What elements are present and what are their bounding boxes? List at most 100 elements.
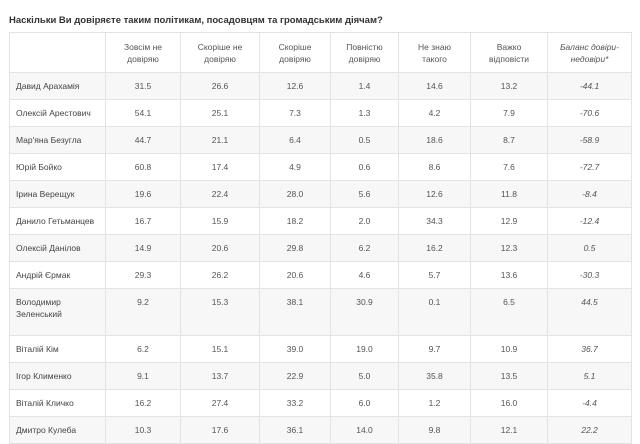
table-row: Володимир Зеленський 9.2 15.3 38.1 30.9 0.1 6.…	[9, 288, 632, 336]
value-cell: 19.0	[330, 335, 399, 363]
header-row: Зовсім не довіряю Скоріше не довіряю Скорі…	[9, 32, 632, 73]
value-cell: 28.0	[259, 180, 331, 208]
table-row: Андрій Єрмак 29.3 26.2 20.6 4.6 5.7 13.6 -30.3	[9, 261, 632, 289]
value-cell: 6.5	[470, 288, 548, 336]
table-row: Олексій Арестович 54.1 25.1 7.3 1.3 4.2 7.9 -70…	[9, 99, 632, 127]
value-cell: 26.2	[180, 261, 260, 289]
value-cell: 11.8	[470, 180, 548, 208]
person-name: Віталій Кличко	[9, 389, 106, 417]
table-row: Ірина Верещук 19.6 22.4 28.0 5.6 12.6 11.8 -8.4	[9, 180, 632, 208]
person-name: Дмитро Кулеба	[9, 416, 106, 444]
value-cell: 12.3	[470, 234, 548, 262]
value-cell: 39.0	[259, 335, 331, 363]
value-cell: 17.6	[180, 416, 260, 444]
value-cell: 16.2	[398, 234, 471, 262]
person-name: Ігор Клименко	[9, 362, 106, 390]
value-cell: 26.6	[180, 72, 260, 100]
value-cell: 29.3	[105, 261, 181, 289]
value-cell: 15.1	[180, 335, 260, 363]
value-cell: 20.6	[180, 234, 260, 262]
column-header: Баланс довіри-недовіри*	[547, 32, 632, 73]
balance-cell: 5.1	[547, 362, 632, 390]
value-cell: 0.6	[330, 153, 399, 181]
value-cell: 16.2	[105, 389, 181, 417]
value-cell: 35.8	[398, 362, 471, 390]
value-cell: 7.6	[470, 153, 548, 181]
table-row: Віталій Кім 6.2 15.1 39.0 19.0 9.7 10.9 36.7	[9, 335, 632, 363]
value-cell: 8.7	[470, 126, 548, 154]
value-cell: 0.5	[330, 126, 399, 154]
value-cell: 4.2	[398, 99, 471, 127]
person-name: Данило Гетьманцев	[9, 207, 106, 235]
value-cell: 17.4	[180, 153, 260, 181]
value-cell: 34.3	[398, 207, 471, 235]
value-cell: 15.3	[180, 288, 260, 336]
value-cell: 14.6	[398, 72, 471, 100]
value-cell: 30.9	[330, 288, 399, 336]
balance-cell: -70.6	[547, 99, 632, 127]
table-title: Наскільки Ви довіряєте таким політикам, …	[9, 15, 383, 26]
value-cell: 27.4	[180, 389, 260, 417]
value-cell: 54.1	[105, 99, 181, 127]
person-name: Ірина Верещук	[9, 180, 106, 208]
column-header: Зовсім не довіряю	[105, 32, 181, 73]
value-cell: 5.6	[330, 180, 399, 208]
column-header: Повністю довіряю	[330, 32, 399, 73]
value-cell: 5.0	[330, 362, 399, 390]
balance-cell: -58.9	[547, 126, 632, 154]
value-cell: 0.1	[398, 288, 471, 336]
value-cell: 10.3	[105, 416, 181, 444]
balance-cell: -8.4	[547, 180, 632, 208]
balance-cell: -72.7	[547, 153, 632, 181]
table-row: Олексій Данілов 14.9 20.6 29.8 6.2 16.2 12.3 0.…	[9, 234, 632, 262]
value-cell: 44.7	[105, 126, 181, 154]
table-row: Юрій Бойко 60.8 17.4 4.9 0.6 8.6 7.6 -72.7	[9, 153, 632, 181]
column-header: Не знаю такого	[398, 32, 471, 73]
table-row: Ігор Клименко 9.1 13.7 22.9 5.0 35.8 13.5 5.1	[9, 362, 632, 390]
person-name: Давид Арахамія	[9, 72, 106, 100]
column-header: Важко відповісти	[470, 32, 548, 73]
value-cell: 14.0	[330, 416, 399, 444]
value-cell: 60.8	[105, 153, 181, 181]
person-name: Юрій Бойко	[9, 153, 106, 181]
value-cell: 25.1	[180, 99, 260, 127]
value-cell: 8.6	[398, 153, 471, 181]
value-cell: 20.6	[259, 261, 331, 289]
balance-cell: -30.3	[547, 261, 632, 289]
value-cell: 31.5	[105, 72, 181, 100]
person-name: Віталій Кім	[9, 335, 106, 363]
column-header: Скоріше довіряю	[259, 32, 331, 73]
value-cell: 7.3	[259, 99, 331, 127]
value-cell: 1.4	[330, 72, 399, 100]
table-row: Данило Гетьманцев 16.7 15.9 18.2 2.0 34.3 12.9…	[9, 207, 632, 235]
person-name: Володимир Зеленський	[9, 288, 106, 336]
value-cell: 18.6	[398, 126, 471, 154]
value-cell: 4.6	[330, 261, 399, 289]
value-cell: 12.9	[470, 207, 548, 235]
person-name: Олексій Арестович	[9, 99, 106, 127]
value-cell: 6.2	[330, 234, 399, 262]
value-cell: 2.0	[330, 207, 399, 235]
value-cell: 1.3	[330, 99, 399, 127]
value-cell: 16.7	[105, 207, 181, 235]
column-header: Скоріше не довіряю	[180, 32, 260, 73]
value-cell: 4.9	[259, 153, 331, 181]
balance-cell: 0.5	[547, 234, 632, 262]
value-cell: 19.6	[105, 180, 181, 208]
value-cell: 13.6	[470, 261, 548, 289]
value-cell: 9.8	[398, 416, 471, 444]
value-cell: 14.9	[105, 234, 181, 262]
value-cell: 13.7	[180, 362, 260, 390]
value-cell: 12.6	[398, 180, 471, 208]
table-row: Дмитро Кулеба 10.3 17.6 36.1 14.0 9.8 12.1 22.2	[9, 416, 632, 444]
value-cell: 9.7	[398, 335, 471, 363]
balance-cell: -4.4	[547, 389, 632, 417]
balance-cell: -44.1	[547, 72, 632, 100]
balance-cell: -12.4	[547, 207, 632, 235]
table-row: Віталій Кличко 16.2 27.4 33.2 6.0 1.2 16.0 -4.4	[9, 389, 632, 417]
value-cell: 36.1	[259, 416, 331, 444]
value-cell: 22.9	[259, 362, 331, 390]
value-cell: 9.2	[105, 288, 181, 336]
value-cell: 6.4	[259, 126, 331, 154]
value-cell: 12.1	[470, 416, 548, 444]
